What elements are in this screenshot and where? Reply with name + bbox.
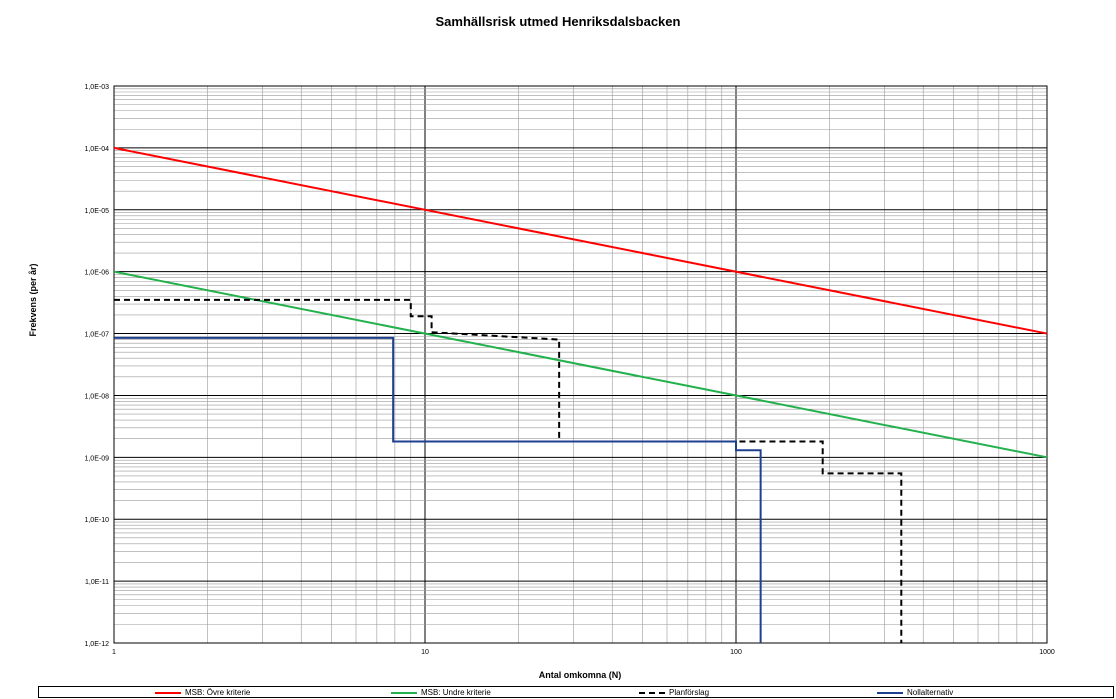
y-tick-label: 1,0E-06: [84, 270, 109, 277]
x-tick-label: 1: [112, 649, 116, 656]
series-line-nollalternativ: [114, 336, 762, 643]
grid-lines: [113, 85, 1048, 644]
series-line-msb-undre-kriterie: [113, 270, 1048, 459]
legend-label: MSB: Övre kriterie: [185, 688, 251, 697]
tick-labels: 1,0E-03 1,0E-04 1,0E-05 1,0E-06 1,0E-07 1,0E-…: [84, 84, 1054, 656]
plot-border: [113, 85, 1048, 644]
y-tick-label: 1,0E-04: [84, 146, 109, 153]
legend-label: Nollalternativ: [907, 688, 954, 697]
legend-item: MSB: Övre kriterie: [155, 687, 250, 698]
legend-label: MSB: Undre kriterie: [421, 688, 491, 697]
series-line-planf-rslag: [114, 298, 903, 643]
legend-label: Planförslag: [669, 688, 710, 697]
y-tick-label: 1,0E-03: [84, 84, 109, 91]
legend-swatch: [391, 691, 417, 694]
y-tick-label: 1,0E-07: [84, 332, 109, 339]
x-tick-label: 1000: [1039, 649, 1055, 656]
y-tick-label: 1,0E-11: [85, 579, 109, 586]
y-tick-label: 1,0E-09: [84, 455, 109, 462]
y-axis-label: Frekvens (per år): [28, 263, 38, 336]
y-tick-label: 1,0E-08: [84, 393, 109, 400]
legend-item: Nollalternativ: [877, 687, 953, 698]
y-tick-label: 1,0E-05: [84, 208, 109, 215]
chart-legend: MSB: Övre kriterie MSB: Undre kriterie Pla…: [38, 686, 1114, 698]
legend-item: Planförslag: [639, 687, 709, 698]
series-line-msb-vre-kriterie: [113, 146, 1048, 335]
legend-swatch: [639, 691, 665, 694]
chart-title: Samhällsrisk utmed Henriksdalsbacken: [435, 14, 681, 29]
x-tick-label: 100: [730, 649, 742, 656]
legend-swatch: [877, 691, 903, 694]
x-axis-label: Antal omkomna (N): [539, 670, 622, 680]
y-tick-label: 1,0E-10: [84, 517, 109, 524]
y-tick-label: 1,0E-12: [84, 641, 109, 648]
legend-swatch: [155, 691, 181, 694]
x-tick-label: 10: [421, 649, 429, 656]
series-lines: [113, 146, 1048, 643]
legend-item: MSB: Undre kriterie: [391, 687, 491, 698]
